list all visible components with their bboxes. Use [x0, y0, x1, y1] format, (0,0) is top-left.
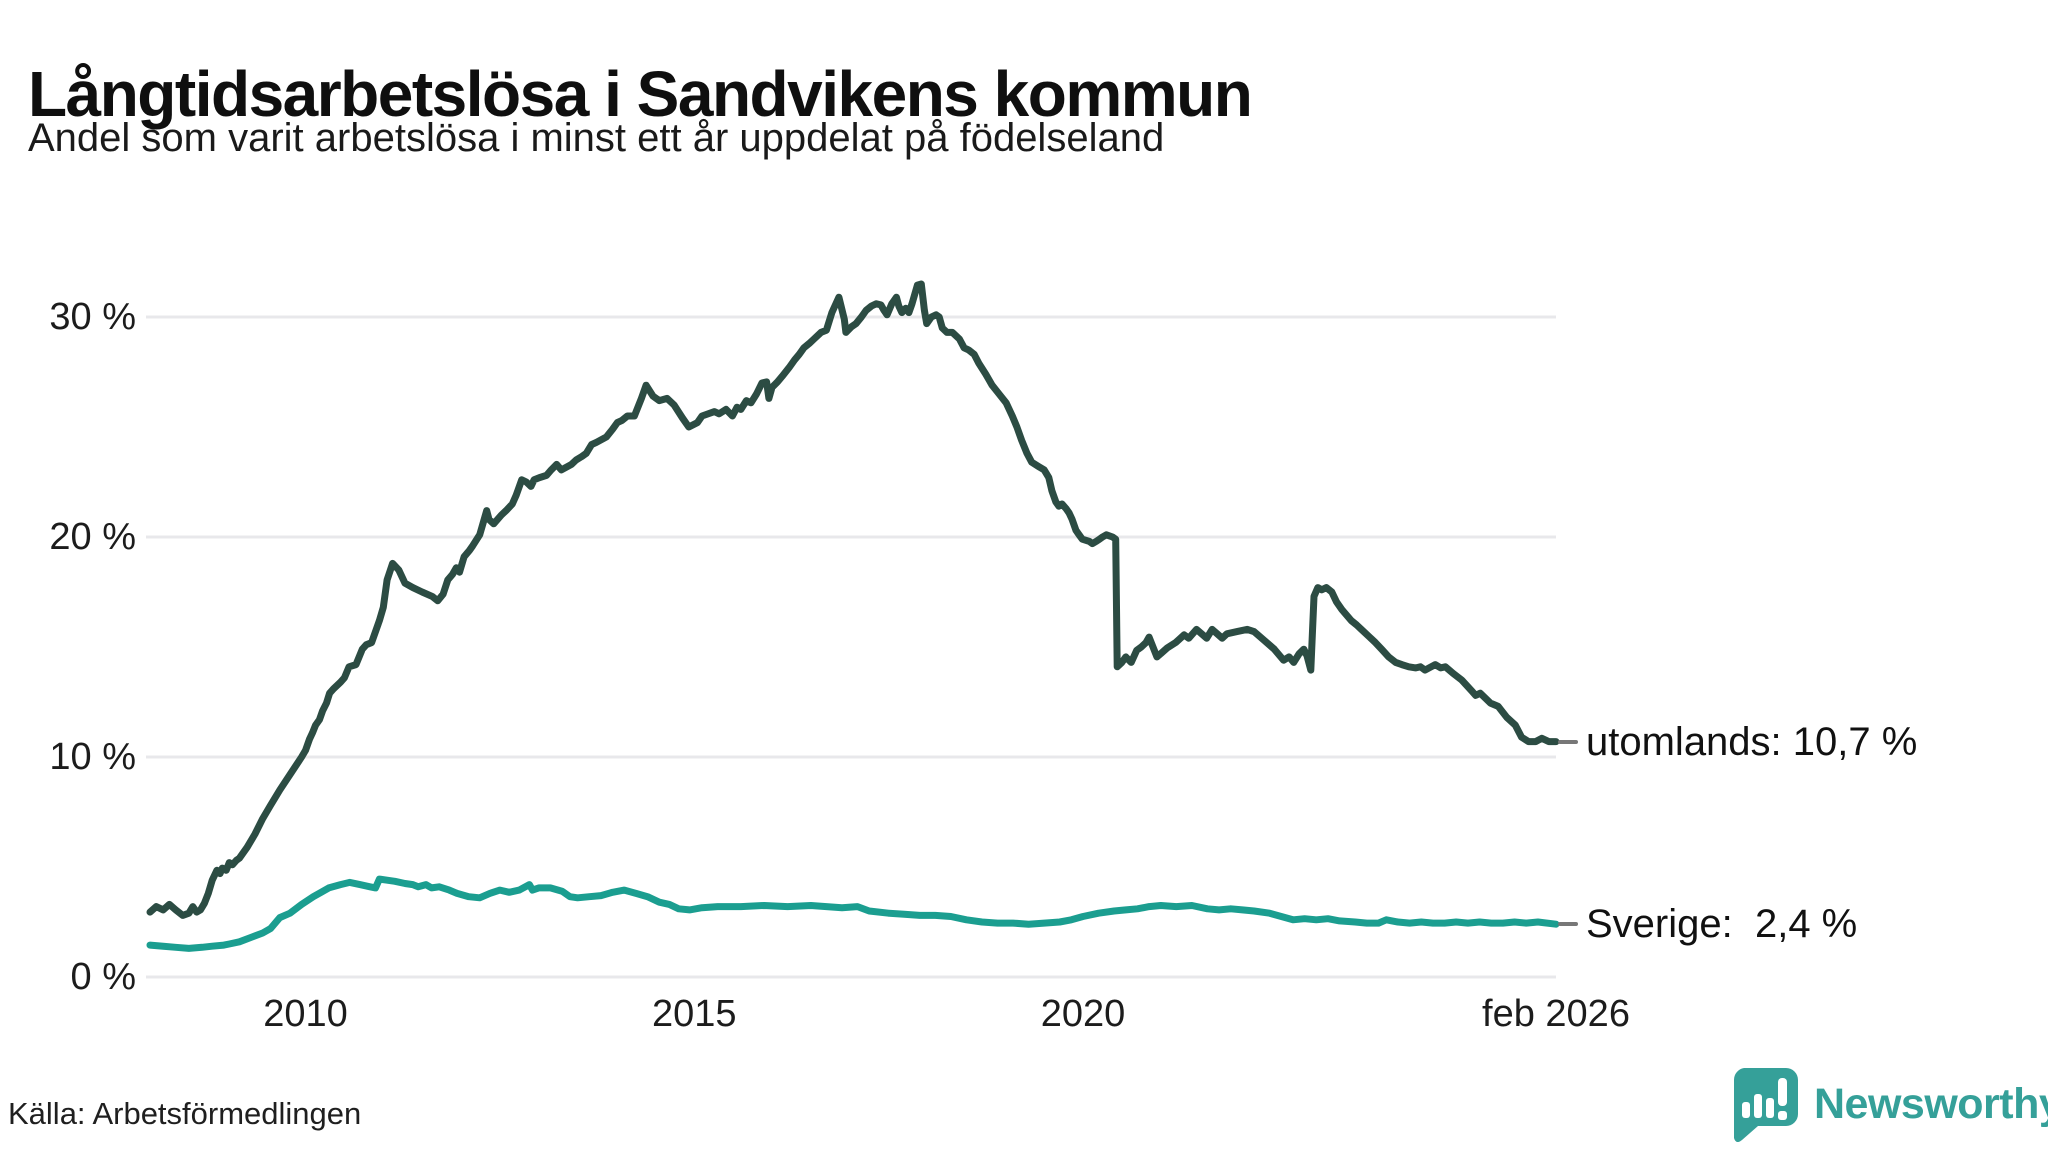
series-end-label-utomlands: utomlands: 10,7 % [1558, 714, 1917, 770]
x-tick-label: 2015 [651, 993, 737, 1035]
series-line-utomlands [146, 280, 1560, 919]
y-tick-label: 20 % [49, 516, 136, 558]
end-label-text: utomlands: 10,7 % [1586, 719, 1918, 764]
x-tick-label: feb 2026 [1482, 993, 1630, 1035]
end-label-tick-dash [1558, 922, 1578, 927]
series-line-Sverige [146, 875, 1560, 952]
end-label-tick-dash [1558, 739, 1578, 744]
chart-title: Långtidsarbetslösa i Sandvikens kommun [28, 57, 1253, 130]
chart-subtitle: Andel som varit arbetslösa i minst ett å… [28, 116, 1165, 160]
y-tick-label: 0 % [70, 956, 136, 998]
source-note: Källa: Arbetsförmedlingen [8, 1096, 362, 1131]
x-tick-label: 2020 [1040, 993, 1126, 1035]
x-tick-label: 2010 [263, 993, 348, 1035]
newsworthy-speech-bubble-chart-icon [1733, 1068, 1798, 1142]
y-tick-label: 30 % [49, 296, 136, 338]
series-end-label-Sverige: Sverige: 2,4 % [1558, 896, 1857, 952]
end-label-text: Sverige: 2,4 % [1586, 902, 1858, 947]
y-tick-label: 10 % [49, 736, 136, 778]
newsworthy-logo: Newsworthy [1730, 1066, 2048, 1142]
newsworthy-wordmark: Newsworthy [1814, 1079, 2048, 1128]
